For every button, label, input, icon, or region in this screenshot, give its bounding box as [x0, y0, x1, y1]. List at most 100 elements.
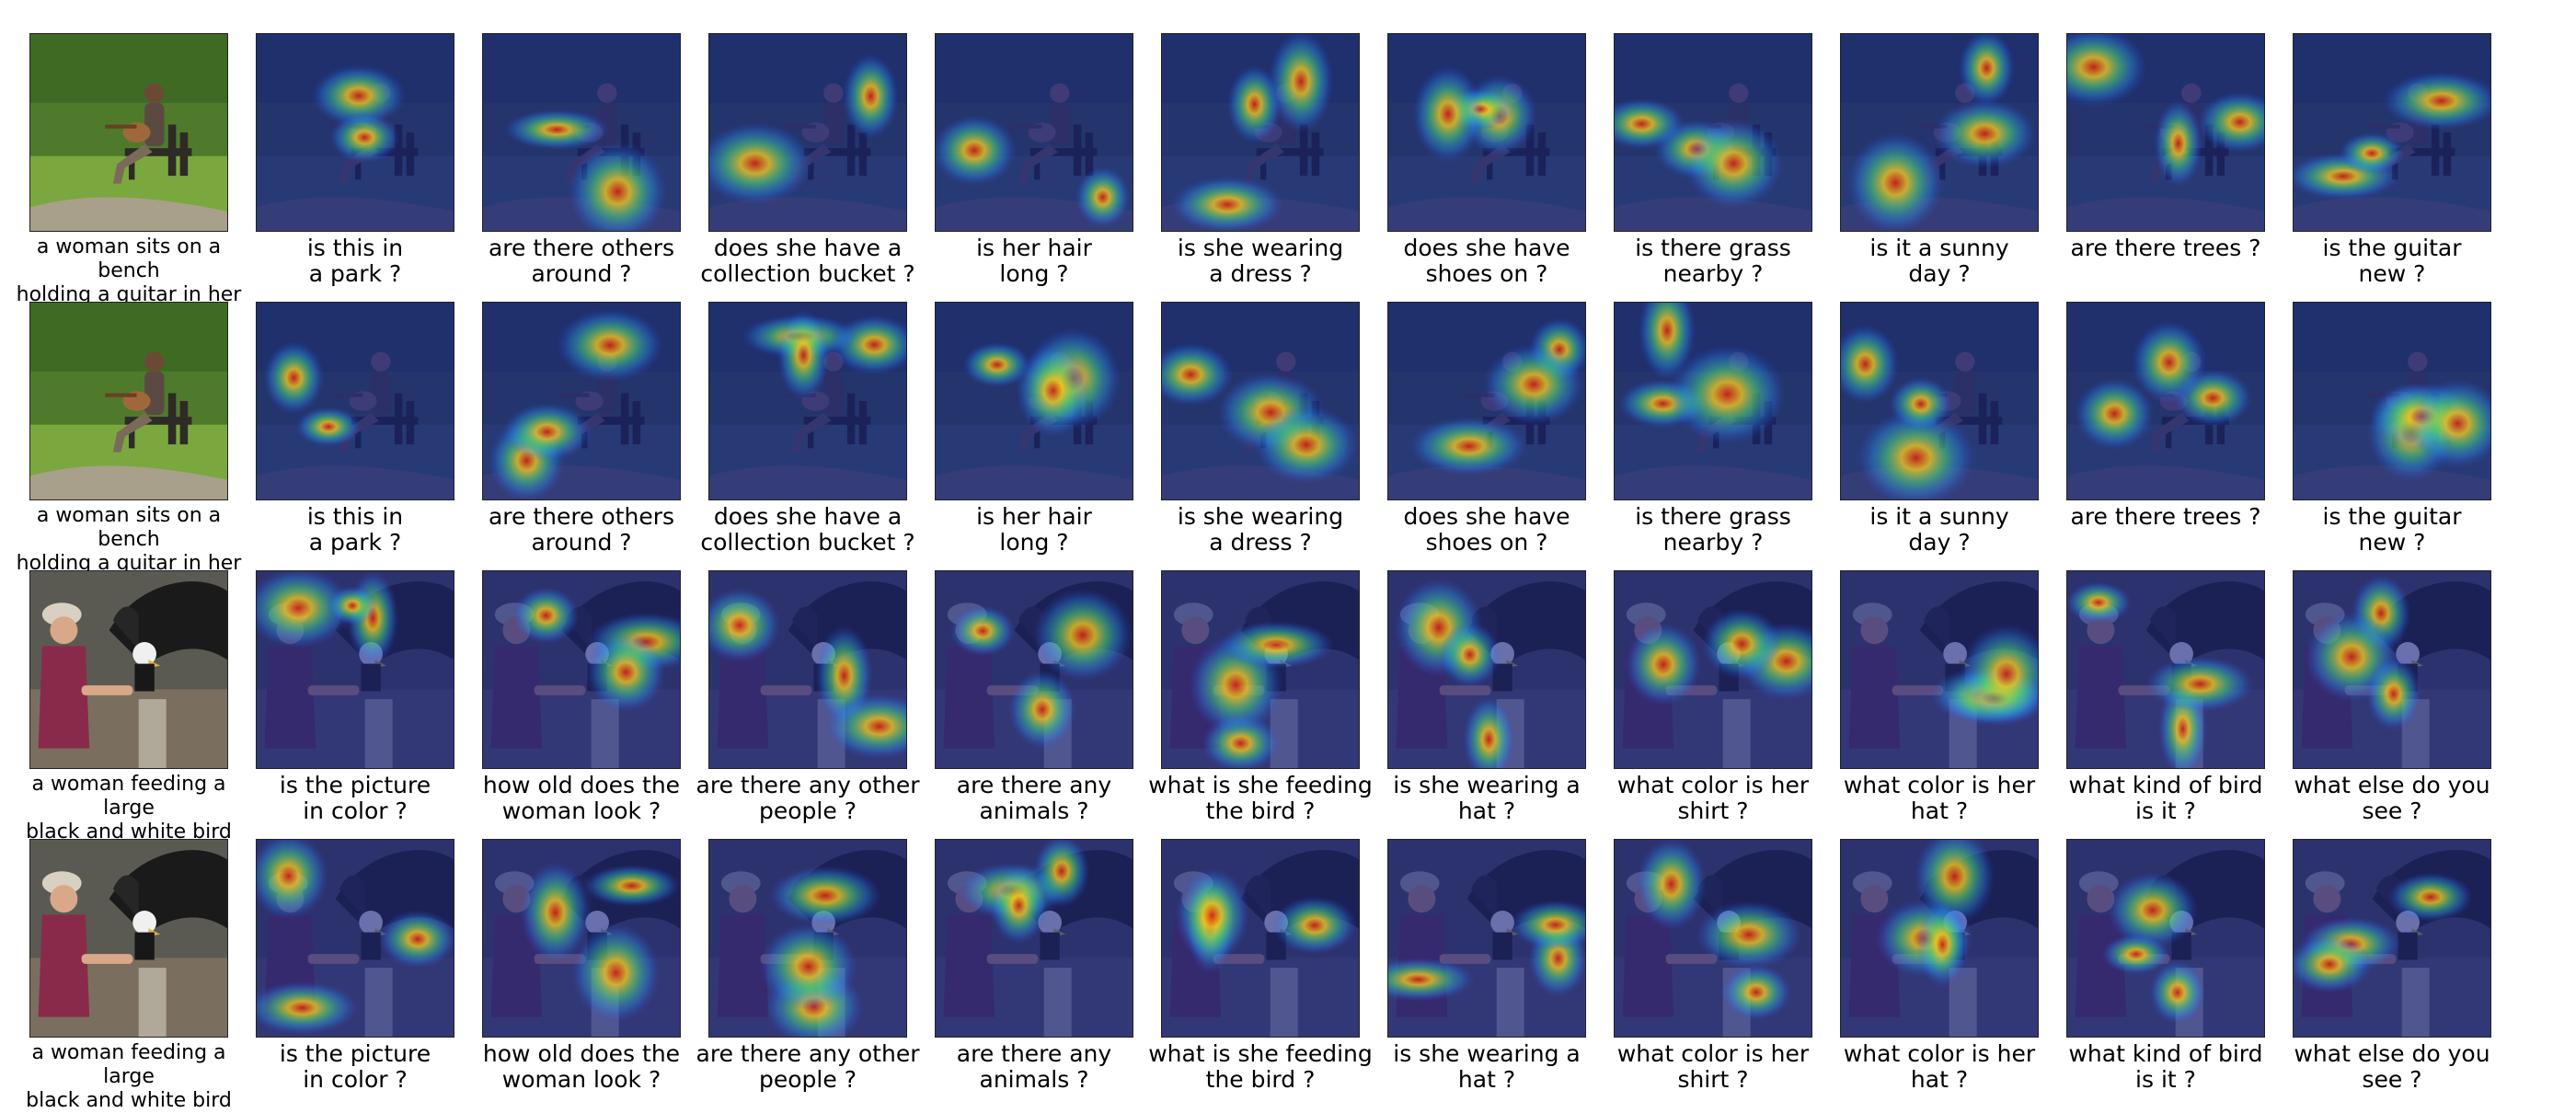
original-image-cell: a woman feeding a large black and white … [15, 570, 243, 843]
question-label: are there trees ? [2070, 503, 2261, 530]
original-photo [29, 302, 228, 500]
attention-map-cell: are there any animals ? [920, 839, 1148, 1106]
attention-heatmap-image [256, 33, 454, 232]
attention-map-cell: is it a sunny day ? [1825, 302, 2053, 568]
attention-heatmap-image [1387, 302, 1586, 500]
attention-heatmap-image [2066, 302, 2265, 500]
attention-map-cell: are there others around ? [467, 302, 696, 568]
question-label: what is she feeding the bird ? [1148, 772, 1373, 824]
attention-heatmap-image [1387, 33, 1586, 232]
attention-map-cell: how old does the woman look ? [467, 570, 696, 837]
attention-heatmap-image [2293, 302, 2491, 500]
question-label: is it a sunny day ? [1869, 235, 2009, 287]
question-label: is she wearing a dress ? [1177, 235, 1344, 287]
question-label: does she have shoes on ? [1403, 503, 1570, 556]
question-label: are there trees ? [2070, 235, 2261, 261]
attention-heatmap-image [482, 570, 681, 769]
attention-map-cell: what color is her hat ? [1825, 839, 2053, 1106]
attention-map-cell: is the guitar new ? [2278, 33, 2506, 300]
question-label: are there any other people ? [696, 1040, 920, 1093]
attention-heatmap-image [1161, 839, 1360, 1038]
question-label: are there others around ? [488, 503, 675, 556]
attention-heatmap-image [2066, 839, 2265, 1038]
image-caption: a woman feeding a large black and white … [26, 1041, 232, 1112]
question-label: what color is her shirt ? [1616, 1040, 1810, 1093]
attention-map-cell: does she have a collection bucket ? [694, 302, 922, 568]
question-label: is her hair long ? [976, 235, 1092, 287]
attention-heatmap-image [708, 302, 907, 500]
attention-map-cell: are there trees ? [2052, 302, 2280, 568]
question-label: does she have a collection bucket ? [700, 235, 915, 287]
attention-map-cell: is there grass nearby ? [1599, 33, 1827, 300]
question-label: is the guitar new ? [2322, 235, 2462, 287]
question-label: is she wearing a dress ? [1177, 503, 1344, 556]
attention-heatmap-image [482, 839, 681, 1038]
attention-map-cell: are there any animals ? [920, 570, 1148, 837]
attention-heatmap-image [256, 839, 454, 1038]
question-label: is this in a park ? [306, 235, 404, 287]
attention-heatmap-image [1387, 570, 1586, 769]
attention-map-cell: what color is her hat ? [1825, 570, 2053, 837]
attention-map-cell: are there any other people ? [694, 839, 922, 1106]
attention-map-cell: what kind of bird is it ? [2052, 839, 2280, 1106]
attention-map-cell: what else do you see ? [2278, 839, 2506, 1106]
attention-map-cell: is the guitar new ? [2278, 302, 2506, 568]
attention-map-cell: what is she feeding the bird ? [1146, 570, 1374, 837]
question-label: what color is her shirt ? [1616, 772, 1810, 824]
attention-heatmap-image [1614, 302, 1812, 500]
attention-heatmap-image [935, 839, 1133, 1038]
attention-heatmap-image [2066, 33, 2265, 232]
attention-heatmap-image [256, 302, 454, 500]
attention-heatmap-image [935, 302, 1133, 500]
attention-map-cell: is there grass nearby ? [1599, 302, 1827, 568]
original-photo [29, 570, 228, 769]
question-label: what color is her hat ? [1843, 772, 2036, 824]
attention-map-cell: what kind of bird is it ? [2052, 570, 2280, 837]
attention-map-cell: is she wearing a dress ? [1146, 302, 1374, 568]
attention-heatmap-image [708, 839, 907, 1038]
attention-map-cell: how old does the woman look ? [467, 839, 696, 1106]
question-label: does she have shoes on ? [1403, 235, 1570, 287]
question-label: how old does the woman look ? [482, 1040, 681, 1093]
attention-heatmap-image [1614, 839, 1812, 1038]
attention-heatmap-image [935, 570, 1133, 769]
attention-map-cell: is this in a park ? [241, 302, 469, 568]
attention-map-cell: is her hair long ? [920, 33, 1148, 300]
attention-map-cell: what color is her shirt ? [1599, 839, 1827, 1106]
attention-heatmap-image [708, 570, 907, 769]
question-label: is there grass nearby ? [1635, 503, 1791, 556]
attention-heatmap-image [1161, 33, 1360, 232]
original-image-cell: a woman sits on a bench holding a guitar… [15, 302, 243, 599]
attention-map-cell: are there others around ? [467, 33, 696, 300]
original-photo [29, 839, 228, 1038]
attention-heatmap-image [935, 33, 1133, 232]
question-label: is her hair long ? [976, 503, 1092, 556]
question-label: is it a sunny day ? [1869, 503, 2009, 556]
question-label: what else do you see ? [2294, 772, 2490, 824]
attention-heatmap-image [2293, 570, 2491, 769]
attention-heatmap-image [482, 302, 681, 500]
question-label: is she wearing a hat ? [1393, 1040, 1581, 1093]
question-label: how old does the woman look ? [482, 772, 681, 824]
question-label: what is she feeding the bird ? [1148, 1040, 1373, 1093]
attention-heatmap-image [1840, 839, 2039, 1038]
attention-map-cell: what color is her shirt ? [1599, 570, 1827, 837]
question-label: does she have a collection bucket ? [700, 503, 915, 556]
attention-heatmap-image [482, 33, 681, 232]
attention-map-cell: is this in a park ? [241, 33, 469, 300]
question-label: is she wearing a hat ? [1393, 772, 1581, 824]
original-photo [29, 33, 228, 232]
attention-heatmap-image [2066, 570, 2265, 769]
question-label: what kind of bird is it ? [2068, 772, 2263, 824]
attention-heatmap-image [1161, 570, 1360, 769]
image-caption: a woman feeding a large black and white … [26, 773, 232, 843]
attention-map-cell: is the picture in color ? [241, 570, 469, 837]
question-label: is the picture in color ? [279, 1040, 431, 1093]
question-label: what else do you see ? [2294, 1040, 2490, 1093]
attention-heatmap-image [1840, 302, 2039, 500]
attention-map-cell: is she wearing a hat ? [1373, 839, 1601, 1106]
attention-map-cell: is her hair long ? [920, 302, 1148, 568]
attention-heatmap-image [1387, 839, 1586, 1038]
attention-heatmap-image [1840, 33, 2039, 232]
question-label: are there any animals ? [956, 1040, 1112, 1093]
